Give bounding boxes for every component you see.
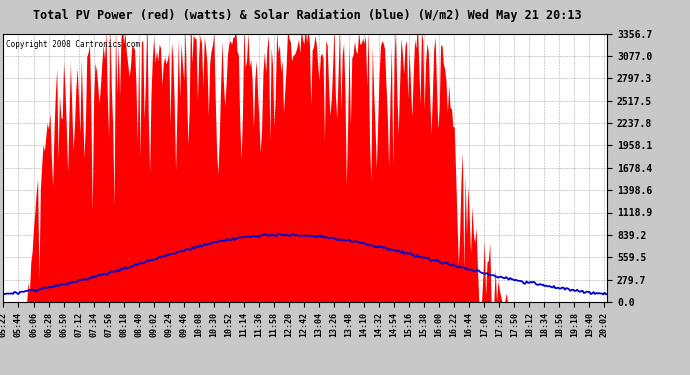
- Text: Total PV Power (red) (watts) & Solar Radiation (blue) (W/m2) Wed May 21 20:13: Total PV Power (red) (watts) & Solar Rad…: [32, 9, 582, 22]
- Text: Copyright 2008 Cartronics.com: Copyright 2008 Cartronics.com: [6, 40, 141, 50]
